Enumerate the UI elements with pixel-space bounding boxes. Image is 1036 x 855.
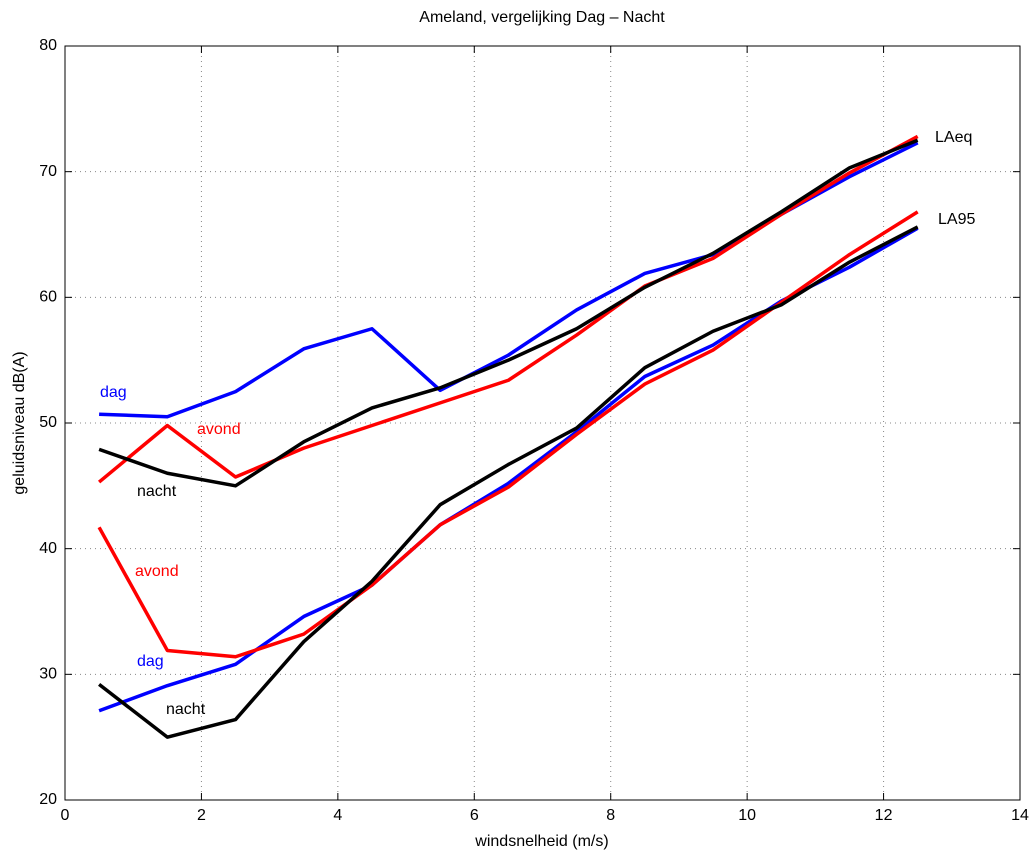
series-label: nacht	[137, 483, 177, 500]
line	[98, 138, 919, 488]
y-tick-label: 40	[39, 540, 57, 557]
series-label: avond	[135, 563, 179, 580]
annotation: LAeq	[935, 129, 972, 146]
series-label: nacht	[166, 701, 206, 718]
x-tick-label: 2	[197, 807, 206, 824]
x-tick-label: 12	[875, 807, 893, 824]
x-tick-label: 6	[470, 807, 479, 824]
annotation: LA95	[938, 211, 975, 228]
y-tick-label: 70	[39, 163, 57, 180]
y-axis-label: geluidsniveau dB(A)	[11, 351, 28, 494]
line	[97, 134, 919, 484]
y-tick-label: 20	[39, 791, 57, 808]
line	[97, 210, 919, 659]
y-tick-label: 60	[39, 289, 57, 306]
y-tick-label: 80	[39, 37, 57, 54]
x-tick-label: 10	[738, 807, 756, 824]
x-tick-label: 8	[606, 807, 615, 824]
line	[98, 225, 919, 739]
plot-frame	[64, 45, 1021, 801]
series-label: dag	[100, 384, 127, 401]
y-tick-label: 30	[39, 666, 57, 683]
x-tick-label: 4	[333, 807, 342, 824]
x-axis-label: windsnelheid (m/s)	[474, 833, 608, 850]
series-label: dag	[137, 653, 164, 670]
x-tick-label: 14	[1011, 807, 1029, 824]
series-label: avond	[197, 421, 241, 438]
y-tick-label: 50	[39, 414, 57, 431]
chart-title: Ameland, vergelijking Dag – Nacht	[419, 9, 665, 26]
x-tick-label: 0	[61, 807, 70, 824]
